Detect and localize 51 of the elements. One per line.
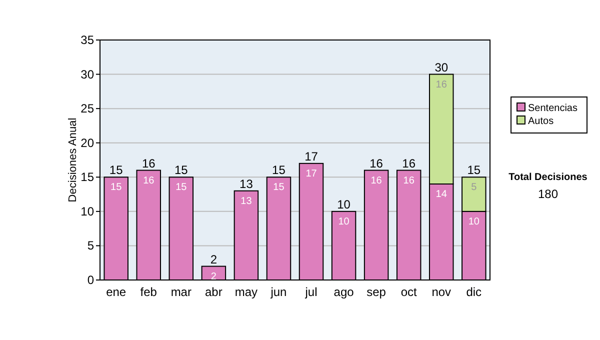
y-tick-label: 20 <box>80 136 94 150</box>
y-axis-title: Decisiones Anual <box>67 118 79 202</box>
data-label: 10 <box>468 216 480 228</box>
data-label: 16 <box>370 175 382 186</box>
y-tick-label: 15 <box>80 170 94 184</box>
total-label: 16 <box>142 156 156 170</box>
x-tick-label: ene <box>106 285 126 299</box>
y-tick-label: 0 <box>87 273 94 287</box>
x-tick-label: abr <box>205 285 222 299</box>
data-label: 5 <box>471 182 478 194</box>
data-label: 17 <box>306 168 318 180</box>
x-tick-label: oct <box>400 285 418 299</box>
text: 180 <box>538 187 558 201</box>
x-tick-label: sep <box>366 285 386 299</box>
x-tick-label: feb <box>140 285 158 299</box>
data-label: 2 <box>210 271 217 282</box>
data-label: 15 <box>176 182 188 194</box>
x-tick-label: ago <box>334 285 354 299</box>
total-label: 2 <box>210 252 218 266</box>
y-tick-label: 35 <box>80 33 94 47</box>
data-label: 13 <box>240 196 252 207</box>
total-label: 16 <box>402 156 416 170</box>
data-label: 16 <box>436 79 448 90</box>
legend-label: Autos <box>528 116 554 127</box>
y-tick-label: 30 <box>80 67 94 82</box>
x-tick-label: jul <box>304 285 318 299</box>
x-tick-label: jun <box>270 285 287 299</box>
total-label: 15 <box>174 163 188 178</box>
y-tick-label: 10 <box>80 204 94 218</box>
data-label: 10 <box>338 216 350 228</box>
total-label: 17 <box>304 149 318 164</box>
data-label: 14 <box>436 189 448 200</box>
y-tick-label: 25 <box>80 102 94 116</box>
x-tick-label: may <box>234 285 258 299</box>
total-label: 10 <box>337 197 351 212</box>
total-label: 30 <box>434 60 448 74</box>
total-label: 16 <box>370 156 384 170</box>
total-label: 15 <box>272 163 286 178</box>
text: Total Decisiones <box>508 172 588 183</box>
x-tick-label: mar <box>170 285 192 299</box>
total-label: 15 <box>109 163 124 178</box>
data-label: 15 <box>273 182 285 194</box>
x-tick-label: nov <box>432 285 452 299</box>
data-label: 16 <box>143 175 155 186</box>
total-label: 13 <box>240 176 254 191</box>
x-tick-label: dic <box>466 285 482 299</box>
legend-label: Sentencias <box>528 103 578 114</box>
data-label: 16 <box>403 175 415 186</box>
total-label: 15 <box>467 163 481 178</box>
y-tick-label: 5 <box>87 238 94 253</box>
data-label: 15 <box>110 182 122 194</box>
